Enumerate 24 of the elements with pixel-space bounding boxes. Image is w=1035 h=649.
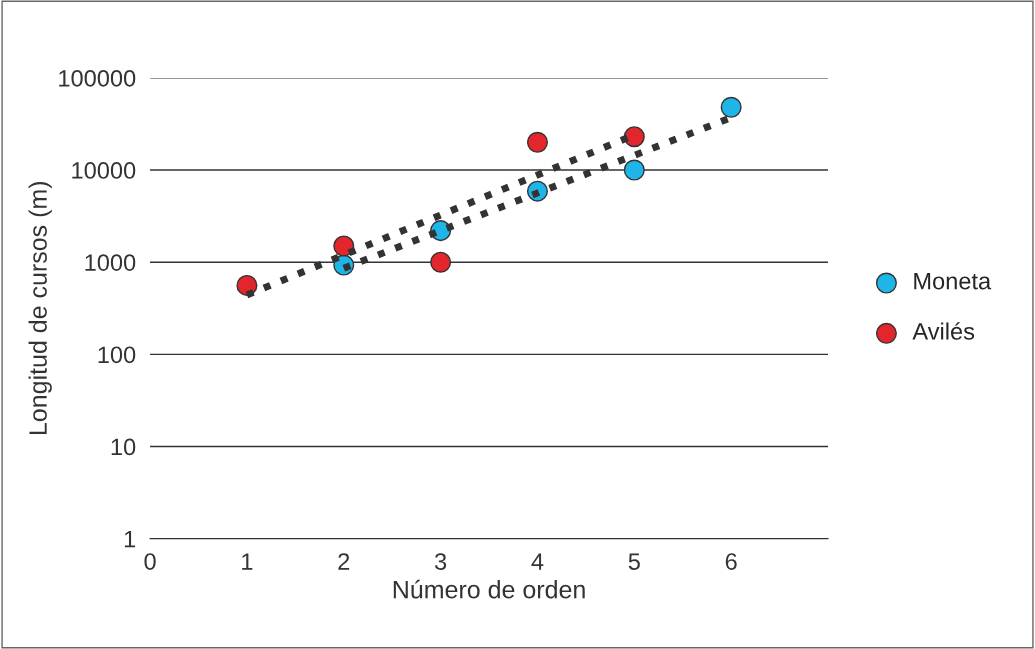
x-tick-label: 2	[338, 553, 350, 570]
x-tick-label: 1	[242, 553, 253, 570]
legend-label: Avilés	[912, 322, 975, 340]
point	[430, 251, 452, 273]
x-tick-label: 4	[531, 553, 544, 570]
y-tick-label: 100000	[59, 69, 136, 87]
y-tick-label: 10	[111, 438, 136, 456]
y-tick-label: 100	[98, 346, 136, 364]
point	[623, 159, 645, 181]
x-tick-label: 3	[434, 553, 447, 570]
legend-label: Moneta	[914, 272, 992, 290]
y-tick-label: 1	[124, 530, 136, 548]
point	[333, 235, 355, 257]
y-axis-title: Longitud de cursos (m)	[28, 181, 52, 435]
x-axis-title: Número de orden	[393, 579, 585, 599]
y-tick-label: 1000	[85, 254, 136, 271]
x-tick-label: 0	[144, 553, 156, 570]
point	[526, 131, 548, 153]
x-tick-label: 5	[628, 553, 640, 570]
point	[236, 274, 258, 296]
x-tick-label: 6	[725, 553, 737, 570]
point	[623, 126, 645, 148]
point	[720, 96, 742, 118]
y-tick-label: 10000	[72, 162, 136, 179]
